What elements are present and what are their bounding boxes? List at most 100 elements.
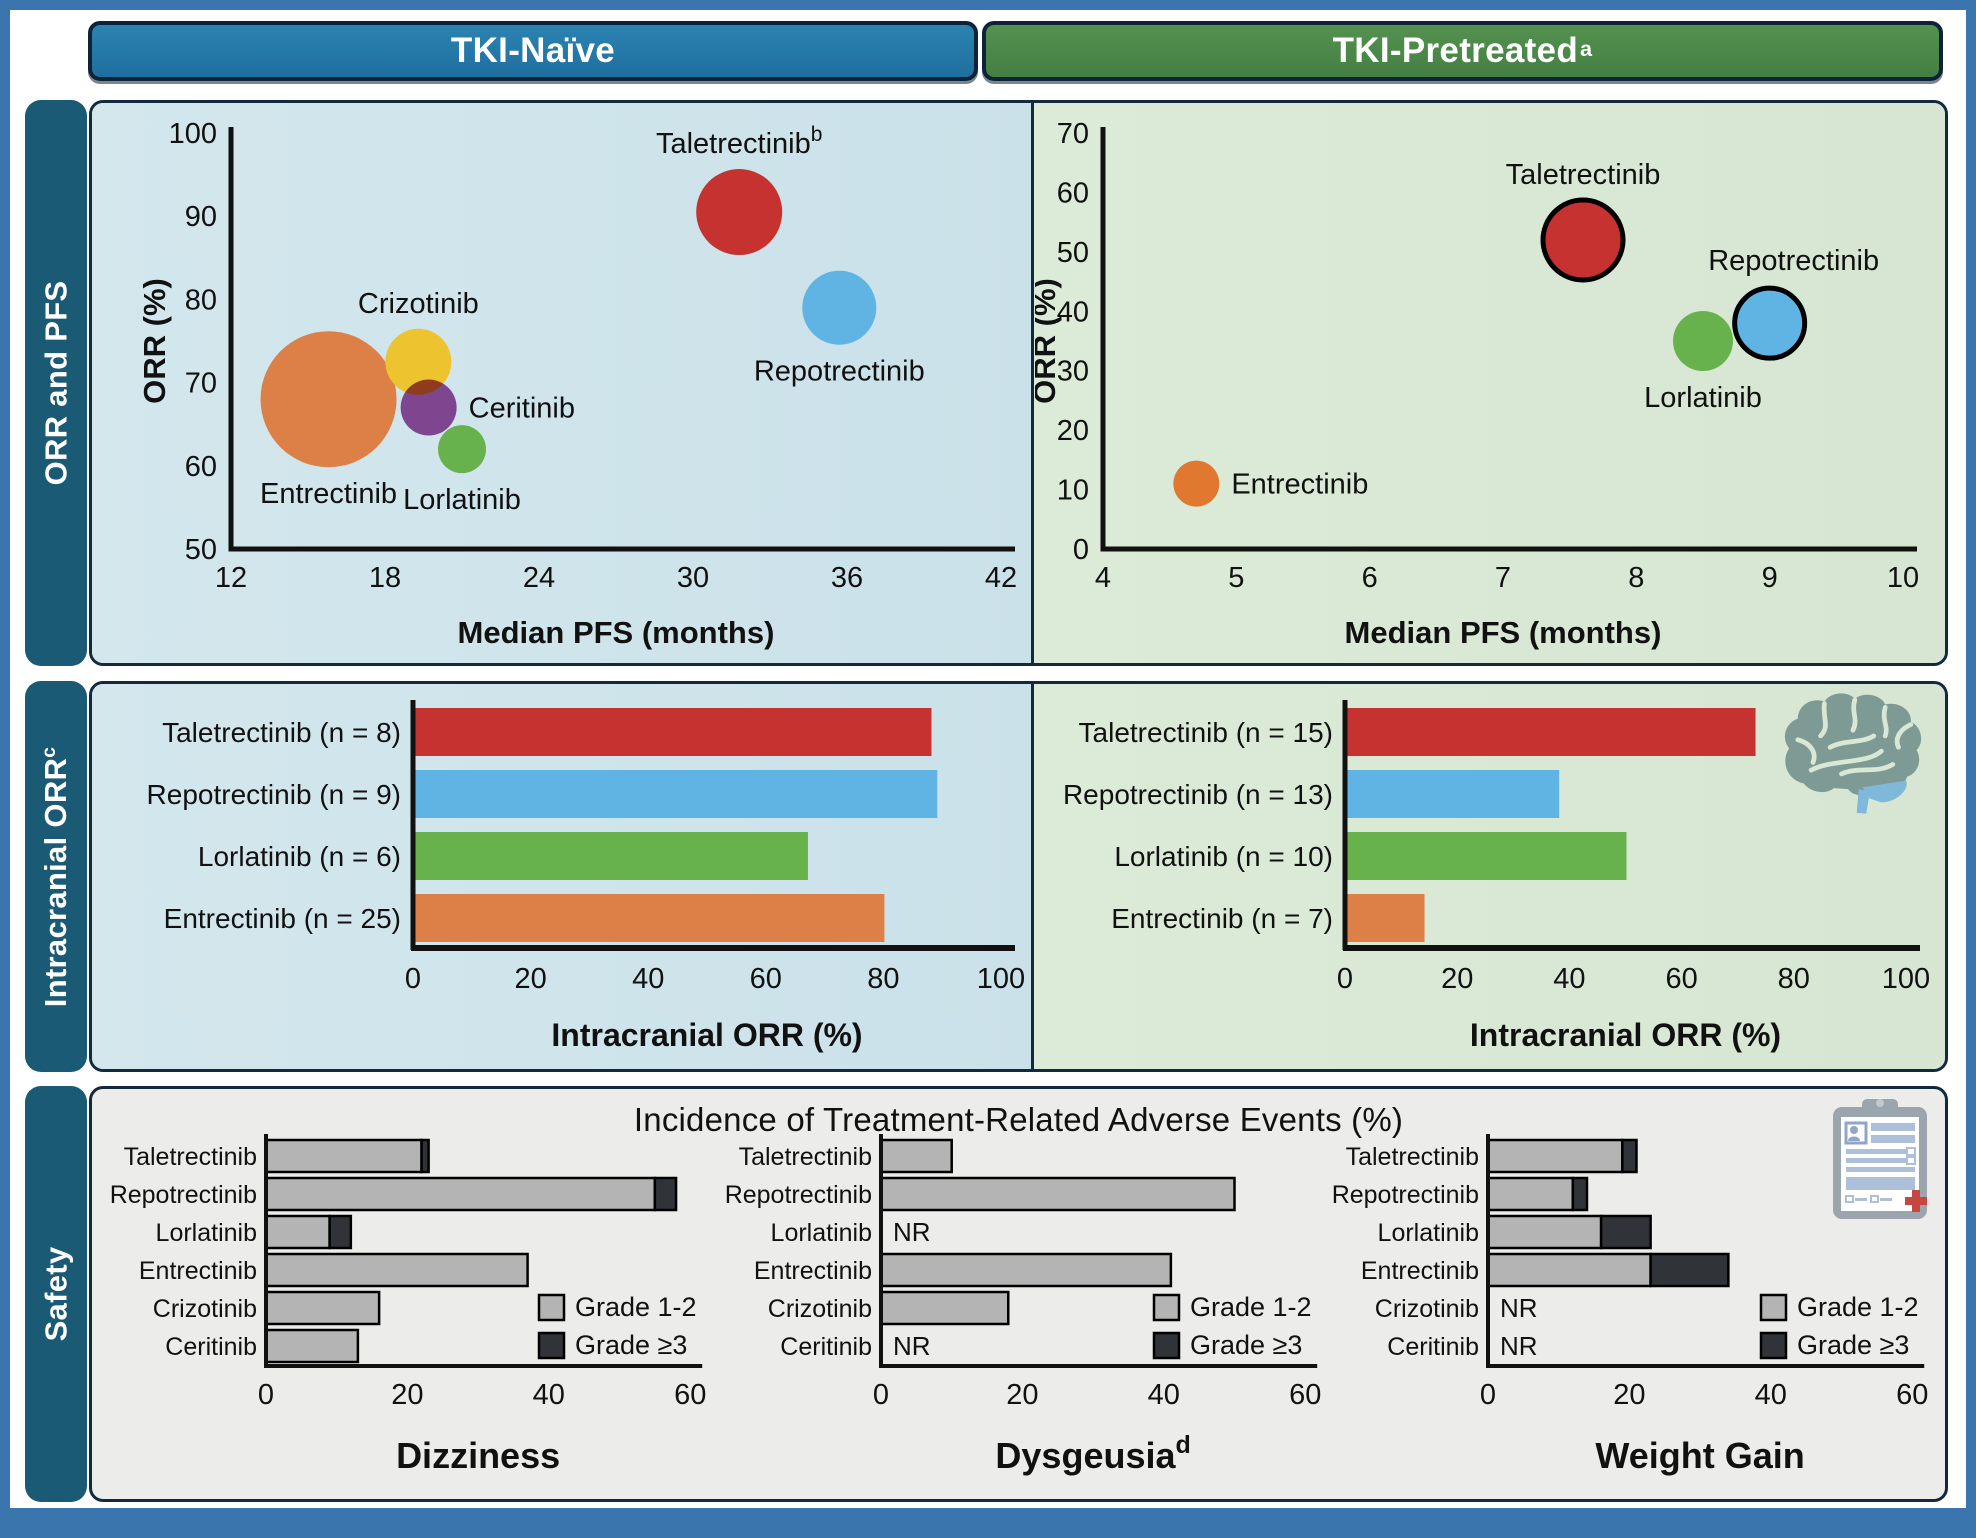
category-label: Entrectinib (n = 25) — [164, 903, 401, 934]
y-tick-label: 60 — [185, 451, 217, 483]
category-label: Crizotinib — [153, 1295, 257, 1323]
bar-grade3-taletrectinib — [420, 1138, 430, 1174]
x-tick-label: 60 — [1896, 1379, 1928, 1411]
row-safety: Safety Incidence of Treatment-Related Ad… — [25, 1086, 1948, 1502]
category-label: Lorlatinib (n = 10) — [1114, 841, 1333, 872]
x-tick-label: 18 — [369, 562, 401, 594]
bar-entrectinib-n-7- — [1346, 894, 1425, 942]
x-tick-label: 40 — [1148, 1379, 1180, 1411]
legend-label: Grade ≥3 — [575, 1330, 687, 1360]
bubble-label-ceritinib: Ceritinib — [469, 393, 575, 425]
category-label: Ceritinib — [1387, 1333, 1479, 1361]
x-tick-label: 20 — [1006, 1379, 1038, 1411]
x-tick-label: 20 — [1441, 963, 1473, 995]
x-tick-label: 42 — [985, 562, 1017, 594]
bubble-label-taletrectinib: Taletrectinib — [1506, 159, 1661, 191]
bar-repotrectinib-n-9- — [414, 770, 938, 818]
y-tick-label: 70 — [1057, 118, 1089, 150]
x-tick-label: 30 — [677, 562, 709, 594]
x-tick-label: 100 — [1882, 963, 1930, 995]
bar-grade12-entrectinib — [264, 1252, 529, 1288]
bubble-label-lorlatinib: Lorlatinib — [403, 484, 521, 516]
category-label: Taletrectinib (n = 15) — [1079, 717, 1333, 748]
bubble-taletrectinib — [696, 169, 783, 256]
bar-lorlatinib-n-10- — [1346, 832, 1627, 880]
bottom-accent-bar — [0, 1508, 1976, 1538]
x-tick-label: 40 — [632, 963, 664, 995]
bubble-entrectinib — [260, 331, 397, 468]
legend-label: Grade ≥3 — [1797, 1330, 1909, 1360]
bar-lorlatinib-n-6- — [414, 832, 808, 880]
category-label: Repotrectinib — [726, 1181, 872, 1209]
bar-grade12-lorlatinib — [1486, 1214, 1603, 1250]
y-tick-label: 10 — [1057, 475, 1089, 507]
bar-repotrectinib-n-13- — [1346, 770, 1560, 818]
x-tick-label: 80 — [1778, 963, 1810, 995]
intracranial-panel: Taletrectinib (n = 8) Repotrectinib (n = … — [89, 681, 1948, 1072]
x-axis-title: Intracranial ORR (%) — [551, 1017, 862, 1053]
x-tick-label: 0 — [873, 1379, 889, 1411]
legend-swatch-grade3 — [1152, 1331, 1181, 1360]
bar-grade3-repotrectinib — [653, 1176, 678, 1212]
tab-safety: Safety — [25, 1086, 87, 1502]
x-tick-label: 24 — [523, 562, 555, 594]
x-tick-label: 0 — [405, 963, 421, 995]
legend-swatch-grade12 — [1152, 1293, 1181, 1322]
category-label: Repotrectinib (n = 13) — [1063, 779, 1333, 810]
tab-intracranial-orr-sup: c — [38, 746, 60, 758]
bar-grade12-entrectinib — [879, 1252, 1173, 1288]
bubble-label-taletrectinib: Taletrectinibb — [656, 123, 822, 160]
bar-entrectinib-n-25- — [414, 894, 885, 942]
y-tick-label: 0 — [1073, 534, 1089, 566]
tab-intracranial-orr-label: Intracranial ORR — [38, 757, 74, 1007]
bubble-lorlatinib — [1673, 311, 1733, 371]
panel-divider — [1031, 684, 1034, 1069]
bar-grade3-lorlatinib — [328, 1214, 353, 1250]
category-label: Crizotinib — [1375, 1295, 1479, 1323]
x-tick-label: 36 — [831, 562, 863, 594]
category-label: Ceritinib — [165, 1333, 257, 1361]
y-tick-label: 90 — [185, 201, 217, 233]
chart-title-dysgeusia: Dysgeusiad — [995, 1431, 1190, 1476]
bar-grade12-repotrectinib — [264, 1176, 657, 1212]
x-tick-label: 60 — [1665, 963, 1697, 995]
category-label: Taletrectinib (n = 8) — [162, 717, 401, 748]
bubble-label-entrectinib: Entrectinib — [260, 478, 397, 510]
tki-naive-intracranial-chart: Taletrectinib (n = 8) Repotrectinib (n = … — [147, 700, 1025, 1053]
bubble-label-repotrectinib: Repotrectinib — [1708, 245, 1879, 277]
y-tick-label: 20 — [1057, 415, 1089, 447]
legend-swatch-grade12 — [1759, 1293, 1788, 1322]
x-tick-label: 40 — [1553, 963, 1585, 995]
legend-swatch-grade3 — [537, 1331, 566, 1360]
row-orr-pfs: ORR and PFS 100 90 80 70 60 50 12 18 24 30 36 42 Med… — [25, 100, 1948, 666]
safety-panel-title: Incidence of Treatment-Related Adverse E… — [633, 1101, 1404, 1138]
header-tki-pretreated: TKI-Pretreated a — [982, 21, 1943, 81]
bar-taletrectinib-n-8- — [414, 708, 932, 756]
legend-swatch-grade12 — [537, 1293, 566, 1322]
x-tick-label: 80 — [867, 963, 899, 995]
x-tick-label: 40 — [1755, 1379, 1787, 1411]
bar-grade3-taletrectinib — [1621, 1138, 1638, 1174]
y-tick-label: 70 — [185, 368, 217, 400]
category-label: Lorlatinib — [156, 1219, 257, 1247]
legend-label: Grade 1-2 — [1797, 1292, 1919, 1322]
x-tick-label: 8 — [1628, 562, 1644, 594]
tab-orr-and-pfs-label: ORR and PFS — [38, 280, 74, 486]
category-label: Repotrectinib — [111, 1181, 257, 1209]
legend-label: Grade 1-2 — [575, 1292, 697, 1322]
category-label: Repotrectinib — [1333, 1181, 1479, 1209]
header-tki-naive-label: TKI-Naïve — [450, 31, 616, 70]
bar-grade12-repotrectinib — [879, 1176, 1236, 1212]
y-tick-label: 50 — [1057, 237, 1089, 269]
chart-title-dizziness: Dizziness — [396, 1435, 560, 1476]
chart-title-weight_gain: Weight Gain — [1595, 1435, 1804, 1476]
nr-label: NR — [893, 1217, 931, 1247]
x-tick-label: 5 — [1228, 562, 1244, 594]
y-tick-label: 80 — [185, 284, 217, 316]
y-tick-label: 30 — [1057, 356, 1089, 388]
category-label: Taletrectinib — [1346, 1143, 1479, 1171]
bar-grade3-lorlatinib — [1599, 1214, 1652, 1250]
bubble-label-crizotinib: Crizotinib — [358, 288, 479, 320]
